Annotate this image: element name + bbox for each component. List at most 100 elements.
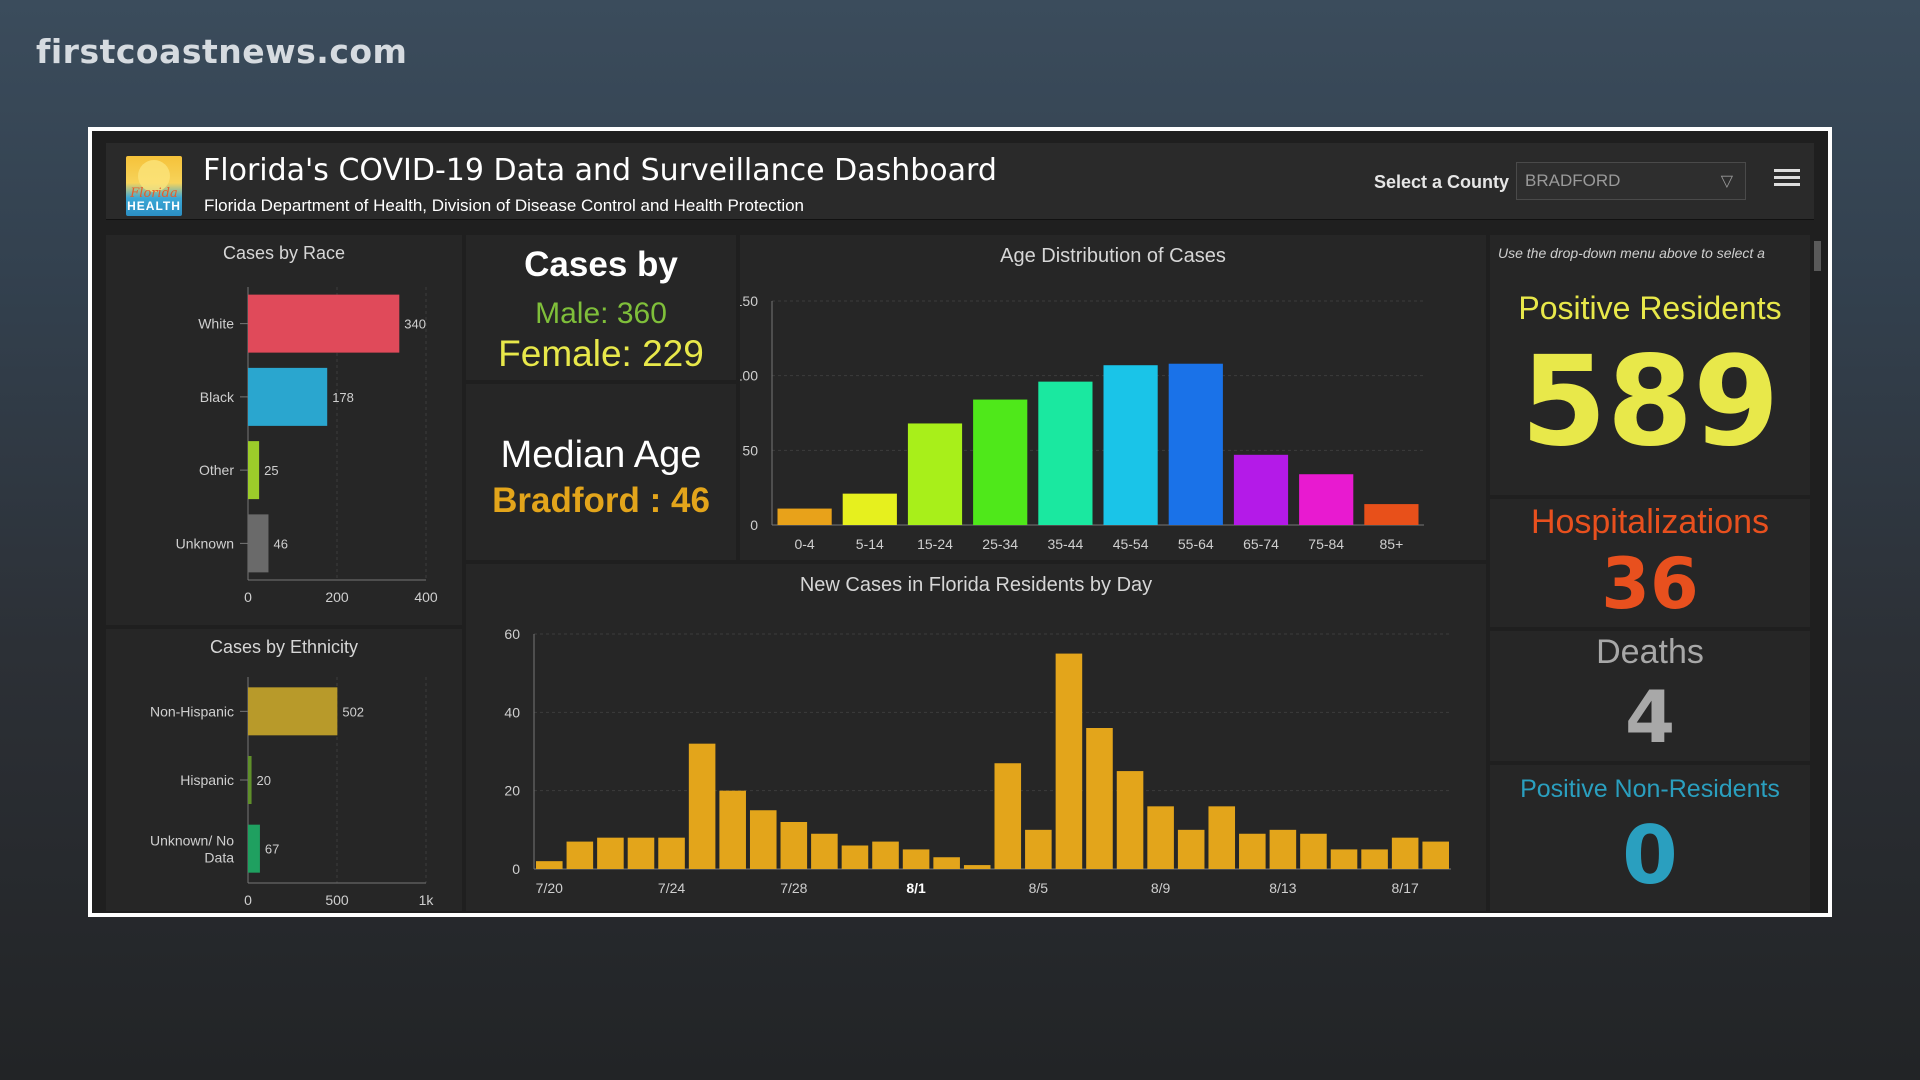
x-tick-label: 400 (414, 589, 438, 605)
x-tick-label: 0 (244, 892, 252, 908)
bar (994, 763, 1022, 869)
non-residents-panel: Positive Non-Residents 0 (1490, 765, 1810, 911)
hospitalizations-panel: Hospitalizations 36 (1490, 499, 1810, 627)
x-tick-label: 45-54 (1113, 536, 1149, 552)
x-tick-label: 200 (325, 589, 349, 605)
bar (841, 845, 869, 869)
category-label: Black (200, 389, 235, 405)
dashboard-title: Florida's COVID-19 Data and Surveillance… (203, 153, 997, 188)
race-chart: 0 200 400 340 White 178 Black 25 Other 46 Unknown (176, 287, 438, 605)
category-label: Non-Hispanic (150, 703, 234, 719)
bar (536, 861, 563, 869)
bar (933, 857, 960, 869)
bar (658, 837, 685, 869)
bar (248, 824, 260, 873)
x-tick-label: 75-84 (1308, 536, 1344, 552)
x-tick-label: 8/5 (1029, 880, 1049, 896)
data-label: 25 (264, 463, 278, 478)
county-select-label: Select a County (1373, 172, 1509, 192)
bar (902, 849, 930, 869)
female-count: Female: 229 (498, 333, 704, 374)
category-label: Unknown/ No (150, 833, 234, 849)
y-tick-label: 150 (740, 293, 758, 309)
dashboard-subtitle: Florida Department of Health, Division o… (204, 196, 805, 215)
logo-text-health: HEALTH (127, 199, 181, 213)
bar (688, 743, 716, 869)
hamburger-menu-icon[interactable] (1774, 165, 1800, 191)
county-select-dropdown[interactable]: BRADFORD ▽ (1516, 162, 1746, 200)
y-tick-label: 0 (750, 517, 758, 533)
bar (842, 493, 897, 525)
bar (1103, 365, 1158, 525)
bar (1025, 829, 1052, 869)
age-chart-title: Age Distribution of Cases (1000, 245, 1226, 267)
bar (1168, 363, 1223, 525)
bar (1233, 454, 1289, 525)
bar (248, 756, 252, 804)
dashboard-frame: Florida HEALTH Florida's COVID-19 Data a… (88, 127, 1832, 917)
x-tick-label: 8/9 (1151, 880, 1171, 896)
category-label: Hispanic (180, 772, 234, 788)
bar (907, 423, 963, 525)
bar (248, 514, 269, 573)
x-tick-label: 0-4 (794, 536, 814, 552)
race-panel: Cases by Race 0 200 400 340 White 178 Black 25 O… (106, 235, 462, 625)
data-label: 67 (265, 842, 279, 857)
race-chart-title: Cases by Race (222, 243, 346, 263)
dashboard: Florida HEALTH Florida's COVID-19 Data a… (92, 131, 1828, 913)
data-label: 20 (257, 773, 271, 788)
x-tick-label: 85+ (1380, 536, 1404, 552)
y-tick-label: 100 (740, 368, 758, 384)
x-tick-label: 7/20 (536, 880, 563, 896)
bar (1116, 771, 1144, 869)
county-select-value: BRADFORD (1525, 171, 1621, 190)
bar (627, 837, 655, 869)
positive-residents-label: Positive Residents (1518, 290, 1782, 326)
bar (1422, 841, 1449, 869)
bar (1177, 829, 1205, 869)
ethnicity-panel: Cases by Ethnicity 0 500 1k 502 Non-Hispanic… (106, 629, 462, 911)
non-residents-value: 0 (1622, 809, 1678, 902)
hospitalizations-label: Hospitalizations (1530, 503, 1770, 541)
cases-by-sex-panel: Cases by Male: 360 Female: 229 (466, 235, 736, 380)
logo-text-florida: Florida (130, 186, 178, 201)
bar (566, 841, 594, 869)
bar (1269, 829, 1297, 869)
right-scroll-handle[interactable] (1814, 241, 1821, 271)
bar (248, 294, 400, 353)
category-label: Unknown (176, 535, 234, 551)
logo-sun-icon (138, 160, 170, 192)
bar (872, 841, 899, 869)
data-label: 178 (332, 390, 354, 405)
chevron-down-icon: ▽ (1720, 173, 1733, 190)
category-label: Other (199, 462, 234, 478)
hospitalizations-value: 36 (1601, 543, 1699, 625)
category-label: Data (204, 850, 234, 866)
bar (1300, 833, 1327, 869)
median-age-heading: Median Age (500, 434, 702, 476)
daily-cases-panel: New Cases in Florida Residents by Day 0 2… (466, 564, 1486, 911)
x-tick-label: 65-74 (1243, 536, 1279, 552)
bar (780, 822, 808, 869)
data-label: 340 (404, 317, 426, 332)
ethnicity-chart: 0 500 1k 502 Non-Hispanic 20 Hispanic 67 Unknown… (150, 677, 435, 908)
deaths-label: Deaths (1596, 633, 1704, 671)
bar (963, 865, 991, 869)
bar (1364, 504, 1419, 525)
bar (1086, 728, 1113, 869)
bar (973, 399, 1028, 525)
x-tick-label: 35-44 (1047, 536, 1083, 552)
x-tick-label: 500 (325, 892, 349, 908)
x-tick-label: 7/28 (780, 880, 807, 896)
bar (1330, 849, 1358, 869)
median-age-value: Bradford : 46 (492, 481, 710, 520)
bar (1038, 381, 1093, 525)
x-tick-label: 1k (419, 892, 435, 908)
x-tick-label: 25-34 (982, 536, 1018, 552)
x-tick-label: 7/24 (658, 880, 685, 896)
dashboard-header: Florida HEALTH Florida's COVID-19 Data a… (106, 143, 1814, 220)
bar (749, 810, 777, 869)
bar (811, 833, 838, 869)
age-distribution-panel: Age Distribution of Cases 0 50 100 150 0-4 5-… (740, 235, 1486, 560)
data-label: 46 (273, 536, 287, 551)
